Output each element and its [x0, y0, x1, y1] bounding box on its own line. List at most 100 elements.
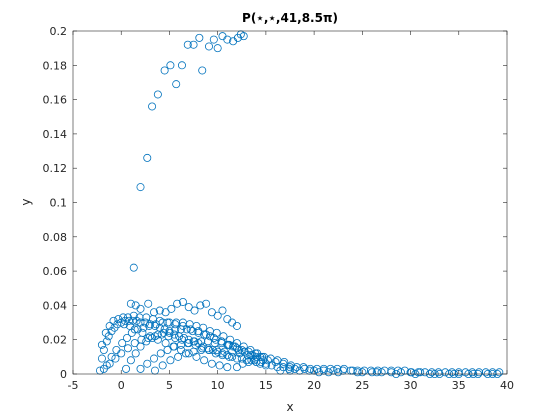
data-point	[251, 354, 260, 363]
data-point	[146, 320, 155, 329]
data-point	[421, 368, 430, 377]
data-point	[377, 368, 386, 377]
y-tick-label: 0.04	[43, 299, 68, 312]
data-point	[239, 32, 248, 41]
data-point	[156, 349, 165, 358]
data-point	[135, 313, 144, 322]
data-point	[158, 361, 167, 370]
data-point	[475, 368, 484, 377]
data-point	[123, 344, 132, 353]
data-point	[434, 368, 443, 377]
y-tick-label: 0.18	[43, 59, 68, 72]
data-point	[212, 345, 221, 354]
data-point	[109, 316, 118, 325]
data-point	[188, 327, 197, 336]
data-point	[218, 306, 227, 315]
data-point	[153, 90, 162, 99]
data-point	[280, 357, 289, 366]
data-point	[130, 339, 139, 348]
data-point	[120, 320, 129, 329]
data-point	[139, 323, 148, 332]
data-point	[238, 359, 247, 368]
data-point	[122, 364, 131, 373]
data-point	[353, 368, 362, 377]
data-point	[192, 352, 201, 361]
data-point	[167, 304, 176, 313]
data-point	[105, 321, 114, 330]
data-point	[396, 368, 405, 377]
data-point	[261, 361, 270, 370]
data-point	[441, 368, 450, 377]
data-point	[171, 325, 180, 334]
data-point	[161, 308, 170, 317]
data-point	[150, 308, 159, 317]
data-point	[166, 61, 175, 70]
x-tick-label: 10	[211, 379, 225, 392]
x-tick-label: 25	[355, 379, 369, 392]
data-point	[237, 354, 246, 363]
data-point	[195, 33, 204, 42]
data-point	[225, 352, 234, 361]
data-point	[232, 321, 241, 330]
y-tick-label: 0.12	[43, 162, 68, 175]
data-point	[232, 363, 241, 372]
data-point	[126, 356, 135, 365]
data-point	[184, 335, 193, 344]
data-point	[136, 183, 145, 192]
data-point	[244, 357, 253, 366]
data-point	[105, 359, 114, 368]
data-point	[191, 340, 200, 349]
x-tick-label: 15	[259, 379, 273, 392]
data-point	[169, 342, 178, 351]
data-point	[136, 304, 145, 313]
data-point	[226, 335, 235, 344]
x-tick-label: 30	[404, 379, 418, 392]
y-tick-label: 0	[60, 368, 67, 381]
data-point	[177, 61, 186, 70]
data-point	[117, 349, 126, 358]
data-point	[130, 325, 139, 334]
data-point	[200, 330, 209, 339]
data-point	[126, 299, 135, 308]
data-point	[148, 102, 157, 111]
y-tick-label: 0.06	[43, 265, 68, 278]
data-point	[314, 368, 323, 377]
data-point	[160, 66, 169, 75]
data-point	[279, 359, 288, 368]
data-point	[200, 356, 209, 365]
y-tick-label: 0.16	[43, 94, 68, 107]
data-point	[256, 359, 265, 368]
x-tick-label: 40	[500, 379, 514, 392]
data-point	[232, 354, 241, 363]
data-point	[267, 361, 276, 370]
data-point	[129, 263, 138, 272]
data-point	[184, 303, 193, 312]
data-point	[101, 328, 110, 337]
data-point	[150, 354, 159, 363]
data-point	[209, 333, 218, 342]
data-point	[190, 337, 199, 346]
x-tick-label: 20	[307, 379, 321, 392]
data-point	[163, 318, 172, 327]
y-axis-ticks: 0 0.02 0.04 0.06 0.08 0.1 0.12 0.14 0.16 0.18 0.2	[43, 25, 507, 381]
data-point	[179, 333, 188, 342]
data-point	[334, 368, 343, 377]
data-point	[166, 356, 175, 365]
x-tick-label: 5	[166, 379, 173, 392]
x-axis-label: x	[286, 400, 293, 414]
data-point	[123, 333, 132, 342]
data-point	[215, 361, 224, 370]
data-point	[198, 66, 207, 75]
data-point	[205, 332, 214, 341]
data-point	[290, 364, 299, 373]
data-point	[99, 364, 108, 373]
data-point	[143, 359, 152, 368]
data-point	[182, 325, 191, 334]
x-tick-label: 0	[118, 379, 125, 392]
data-point	[171, 320, 180, 329]
data-point	[372, 368, 381, 377]
x-axis-ticks: -5 0 5 10 15 20 25 30 35 40	[68, 31, 514, 392]
data-point	[194, 328, 203, 337]
data-point	[118, 339, 127, 348]
data-point	[123, 313, 132, 322]
